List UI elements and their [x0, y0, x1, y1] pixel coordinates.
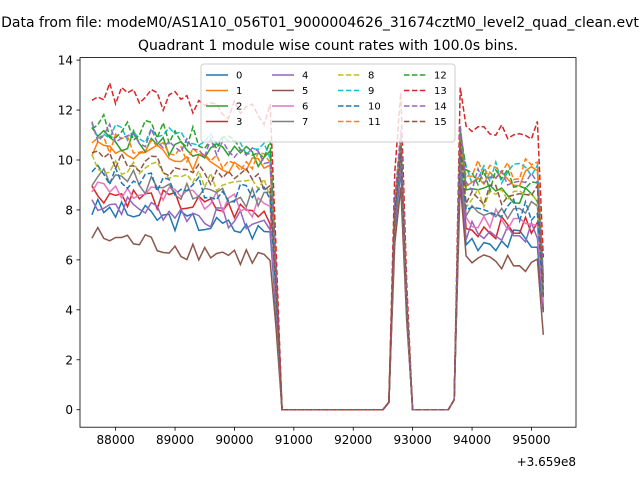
- legend-label: 5: [302, 86, 308, 97]
- legend-label: 14: [434, 102, 447, 113]
- legend-label: 4: [302, 71, 308, 82]
- series-line-14: [91, 121, 545, 411]
- x-tick-label: 93000: [394, 433, 432, 447]
- y-tick-label: 12: [58, 104, 73, 118]
- y-tick-label: 10: [58, 153, 73, 167]
- legend-label: 7: [302, 117, 308, 128]
- x-tick-label: 90000: [215, 433, 253, 447]
- legend-label: 1: [236, 86, 242, 97]
- legend-label: 9: [368, 86, 374, 97]
- y-tick-label: 8: [65, 203, 73, 217]
- series-lines: [91, 80, 545, 411]
- y-tick-label: 4: [65, 303, 73, 317]
- y-tick-label: 0: [65, 403, 73, 417]
- x-tick-label: 95000: [512, 433, 550, 447]
- legend-label: 2: [236, 102, 242, 113]
- legend-label: 13: [434, 86, 447, 97]
- legend-label: 12: [434, 71, 447, 82]
- x-offset-label: +3.659e8: [517, 455, 576, 469]
- y-tick-label: 6: [65, 253, 73, 267]
- chart-title: Quadrant 1 module wise count rates with …: [138, 38, 518, 54]
- legend-label: 3: [236, 117, 242, 128]
- series-line-8: [91, 144, 545, 411]
- x-axis: 88000 89000 90000 91000 92000 93000 94000 95000: [97, 427, 551, 447]
- plot-frame: [79, 57, 577, 428]
- x-tick-label: 94000: [453, 433, 491, 447]
- y-axis: 0 2 4 6 8 10 12 14: [58, 54, 80, 417]
- legend-label: 0: [236, 71, 242, 82]
- x-tick-label: 88000: [97, 433, 135, 447]
- y-tick-label: 2: [65, 353, 73, 367]
- x-tick-label: 92000: [334, 433, 372, 447]
- legend-label: 15: [434, 117, 447, 128]
- series-line-15: [91, 142, 545, 411]
- series-line-12: [91, 112, 545, 411]
- x-tick-label: 91000: [275, 433, 313, 447]
- x-tick-label: 89000: [156, 433, 194, 447]
- legend-label: 11: [368, 117, 381, 128]
- y-tick-label: 14: [58, 54, 73, 68]
- legend-label: 6: [302, 102, 308, 113]
- legend-label: 8: [368, 71, 374, 82]
- legend-label: 10: [368, 102, 381, 113]
- figure-suptitle: Data from file: modeM0/AS1A10_056T01_900…: [1, 15, 639, 31]
- legend-box: [200, 63, 456, 143]
